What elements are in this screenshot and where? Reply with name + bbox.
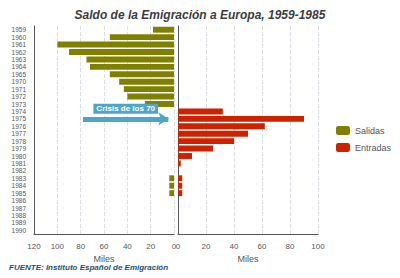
svg-text:Miles: Miles — [237, 254, 259, 264]
svg-text:Miles: Miles — [93, 254, 115, 265]
svg-text:80: 80 — [76, 242, 85, 251]
svg-text:1970: 1970 — [12, 78, 27, 85]
svg-text:120: 120 — [27, 242, 41, 251]
svg-text:1976: 1976 — [12, 123, 27, 130]
svg-text:1982: 1982 — [12, 167, 27, 174]
svg-text:1960: 1960 — [12, 34, 27, 41]
svg-text:1972: 1972 — [12, 93, 27, 100]
svg-text:1989: 1989 — [12, 219, 27, 226]
svg-text:1987: 1987 — [12, 205, 27, 212]
svg-text:1962: 1962 — [12, 49, 27, 56]
svg-text:20: 20 — [146, 242, 155, 251]
svg-text:1985: 1985 — [12, 190, 27, 197]
svg-text:1965: 1965 — [12, 71, 27, 78]
svg-text:1988: 1988 — [12, 212, 27, 219]
svg-text:1959: 1959 — [12, 26, 27, 33]
svg-text:1983: 1983 — [12, 175, 27, 182]
svg-text:1973: 1973 — [12, 101, 27, 108]
svg-text:1974: 1974 — [12, 108, 27, 115]
svg-text:1990: 1990 — [12, 227, 27, 234]
svg-text:1979: 1979 — [12, 145, 27, 152]
svg-text:1963: 1963 — [12, 56, 27, 63]
svg-text:Crisis de los 70: Crisis de los 70 — [96, 104, 155, 113]
svg-text:1986: 1986 — [12, 197, 27, 204]
svg-text:FUENTE: Instituto Español de E: FUENTE: Instituto Español de Emigración — [9, 263, 168, 272]
svg-text:1964: 1964 — [12, 63, 27, 70]
svg-text:40: 40 — [123, 242, 132, 251]
svg-text:100: 100 — [311, 242, 325, 251]
svg-text:Salidas: Salidas — [355, 126, 385, 136]
svg-text:60: 60 — [258, 242, 267, 251]
svg-text:1984: 1984 — [12, 182, 27, 189]
svg-text:20: 20 — [202, 242, 211, 251]
svg-text:1975: 1975 — [12, 115, 27, 122]
svg-text:Entradas: Entradas — [355, 143, 392, 153]
svg-text:60: 60 — [100, 242, 109, 251]
svg-text:Saldo de la Emigración a Europ: Saldo de la Emigración a Europa, 1959-19… — [75, 8, 326, 22]
svg-text:1971: 1971 — [12, 86, 27, 93]
svg-text:1980: 1980 — [12, 153, 27, 160]
svg-text:1977: 1977 — [12, 130, 27, 137]
svg-text:100: 100 — [51, 242, 65, 251]
svg-text:0: 0 — [176, 242, 181, 251]
svg-text:1961: 1961 — [12, 41, 27, 48]
svg-text:1981: 1981 — [12, 160, 27, 167]
svg-text:0: 0 — [171, 241, 177, 251]
svg-text:40: 40 — [230, 242, 239, 251]
svg-text:1978: 1978 — [12, 138, 27, 145]
svg-text:80: 80 — [286, 242, 295, 251]
